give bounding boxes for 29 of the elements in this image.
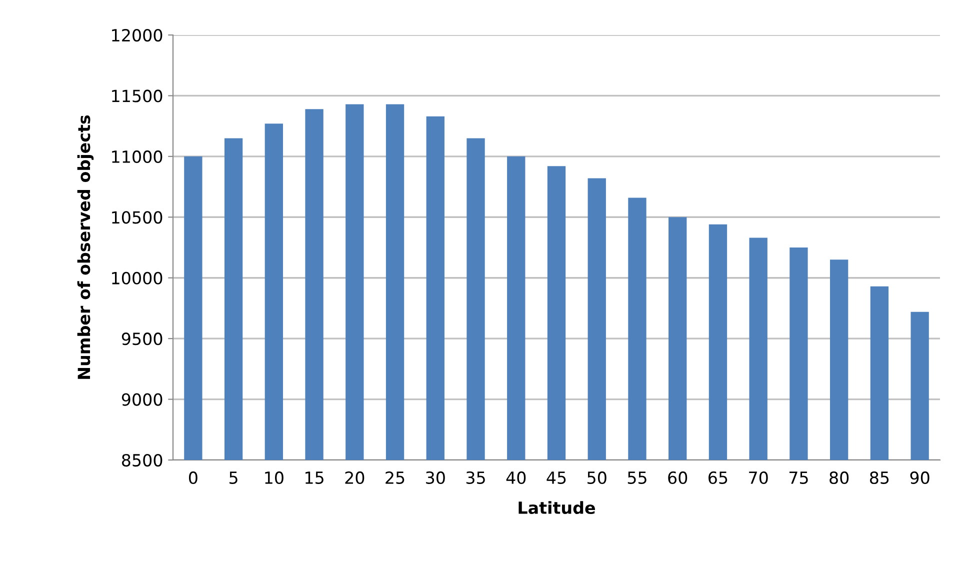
x-tick-label: 80	[830, 471, 849, 484]
y-tick-label: 8500	[122, 454, 162, 467]
x-tick-label: 45	[546, 472, 566, 484]
x-axis-title: Latitude	[518, 501, 595, 514]
y-tick-label: 11500	[112, 90, 162, 102]
x-tick-label: 35	[466, 471, 485, 484]
x-tick-label: 15	[306, 472, 324, 484]
x-tick-label: 40	[506, 471, 526, 484]
x-tick-label: 50	[588, 471, 606, 484]
x-tick-label: 20	[345, 471, 364, 484]
x-tick-label: 75	[789, 472, 808, 484]
y-tick-label: 10000	[112, 272, 162, 284]
y-axis-title: Number of observed objects	[77, 115, 94, 379]
y-tick-label: 10500	[112, 211, 162, 224]
x-tick-label: 25	[386, 471, 404, 484]
x-tick-label: 65	[708, 471, 728, 484]
x-tick-label: 70	[749, 471, 768, 484]
x-tick-label: 10	[265, 471, 284, 484]
x-tick-label: 85	[870, 471, 889, 484]
x-tick-label: 90	[910, 471, 930, 484]
x-tick-label: 55	[628, 472, 646, 484]
y-tick-label: 9500	[122, 332, 162, 346]
x-tick-label: 0	[188, 471, 198, 484]
y-tick-label: 11000	[112, 150, 162, 163]
y-tick-label: 9000	[122, 393, 162, 406]
x-tick-label: 30	[426, 471, 445, 484]
y-tick-label: 12000	[112, 28, 162, 42]
x-tick-label: 5	[230, 472, 238, 484]
x-tick-label: 60	[668, 471, 688, 484]
